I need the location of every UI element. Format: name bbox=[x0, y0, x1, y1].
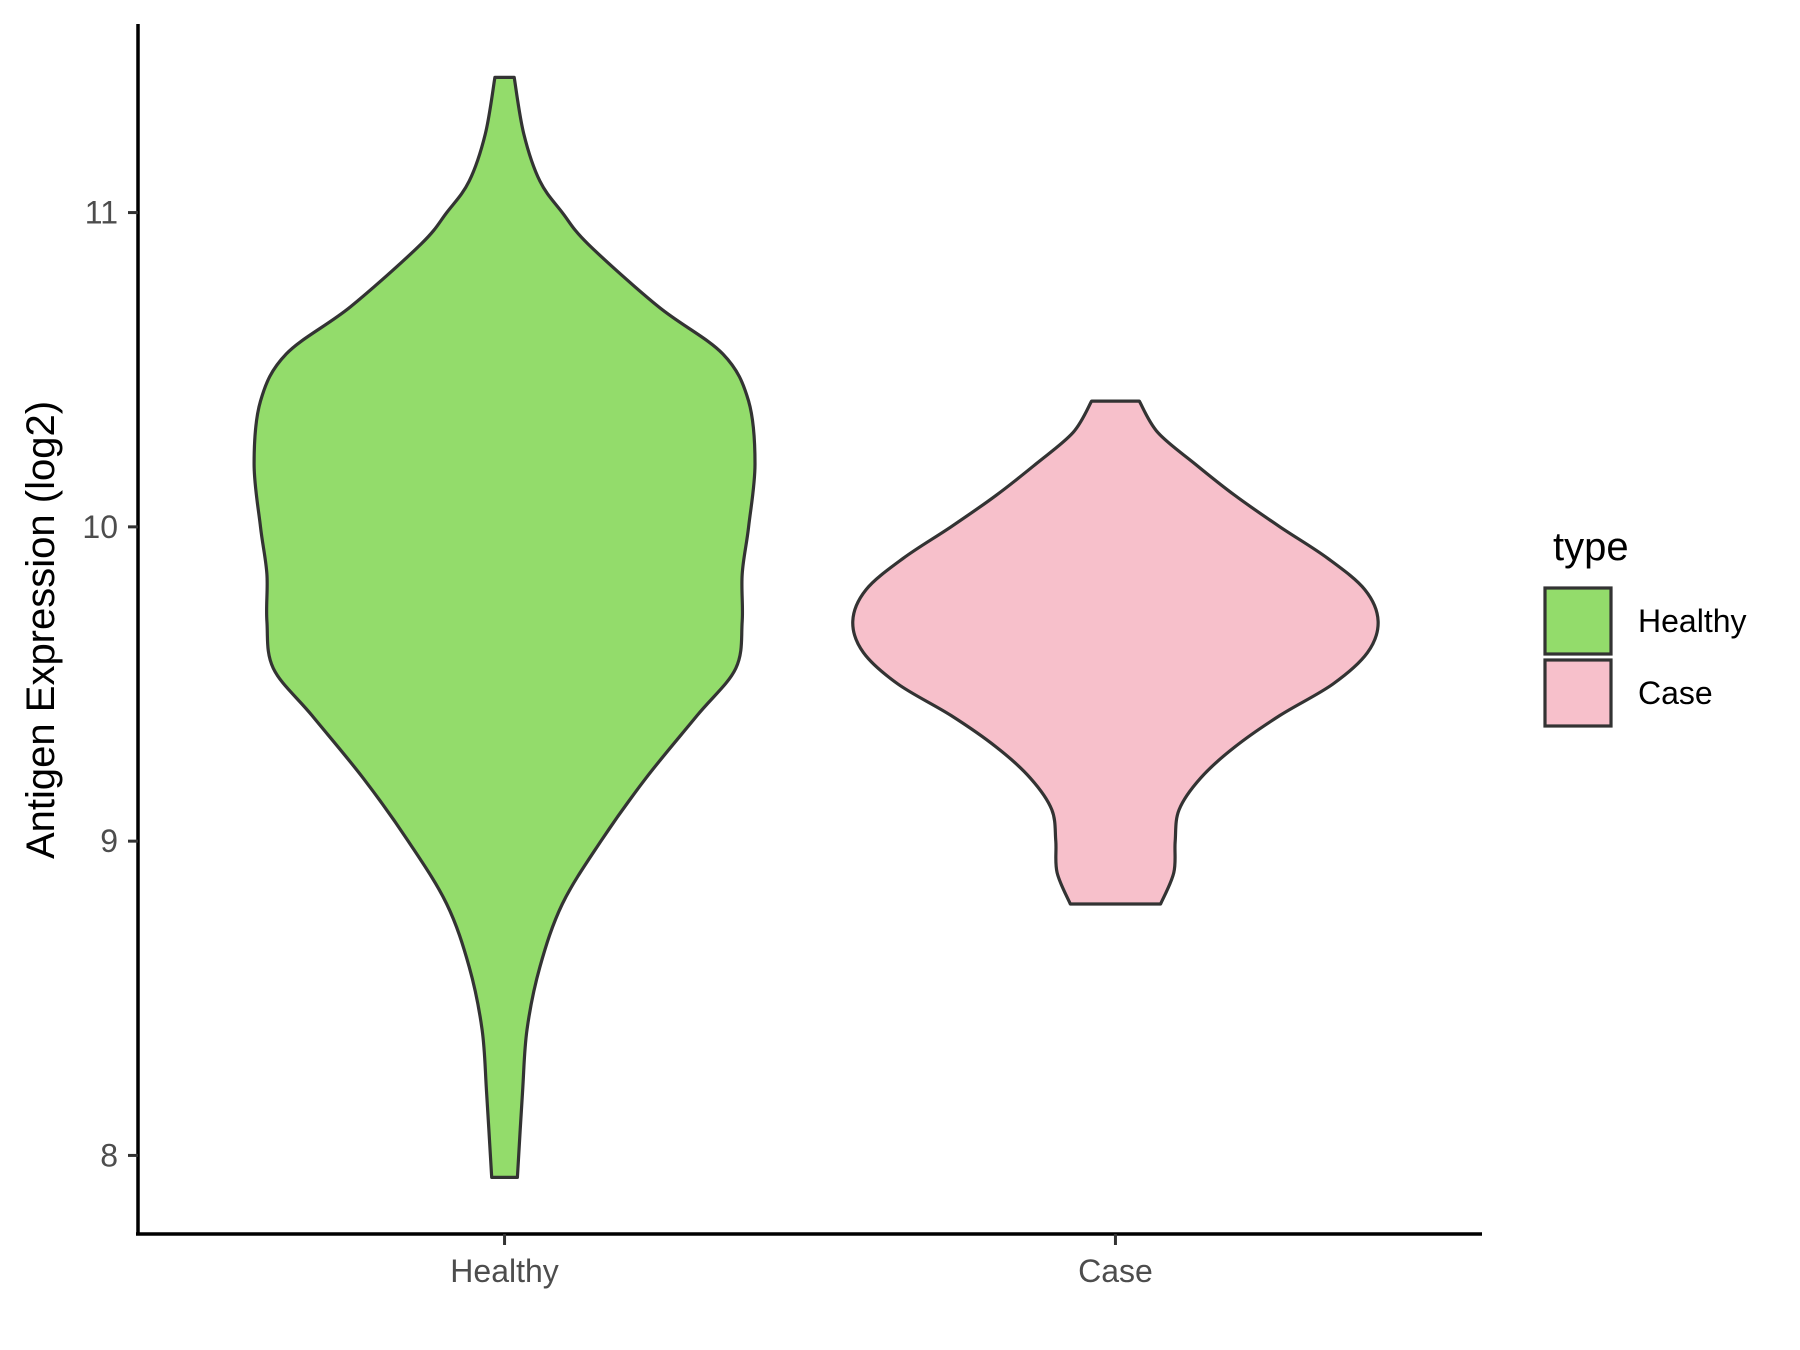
violin-case bbox=[851, 399, 1380, 906]
legend: type Healthy Case bbox=[1543, 525, 1747, 728]
y-axis-title: Antigen Expression (log2) bbox=[19, 401, 63, 859]
y-tick-label: 10 bbox=[82, 509, 118, 545]
x-axis-ticks: Healthy Case bbox=[450, 1234, 1153, 1289]
legend-entries: Healthy Case bbox=[1543, 586, 1747, 728]
legend-swatch bbox=[1543, 658, 1613, 728]
x-tick-label: Case bbox=[1078, 1253, 1153, 1289]
y-tick-label: 9 bbox=[100, 823, 118, 859]
y-axis-ticks: 8 9 10 11 bbox=[82, 195, 138, 1173]
y-tick-label: 8 bbox=[100, 1137, 118, 1173]
y-tick-label: 11 bbox=[85, 195, 118, 231]
violin-healthy bbox=[252, 75, 757, 1179]
legend-label: Case bbox=[1638, 675, 1713, 711]
violin-group bbox=[252, 75, 1380, 1179]
legend-title: type bbox=[1553, 525, 1629, 569]
legend-swatch bbox=[1543, 586, 1613, 656]
x-tick-label: Healthy bbox=[450, 1253, 559, 1289]
legend-label: Healthy bbox=[1638, 603, 1747, 639]
